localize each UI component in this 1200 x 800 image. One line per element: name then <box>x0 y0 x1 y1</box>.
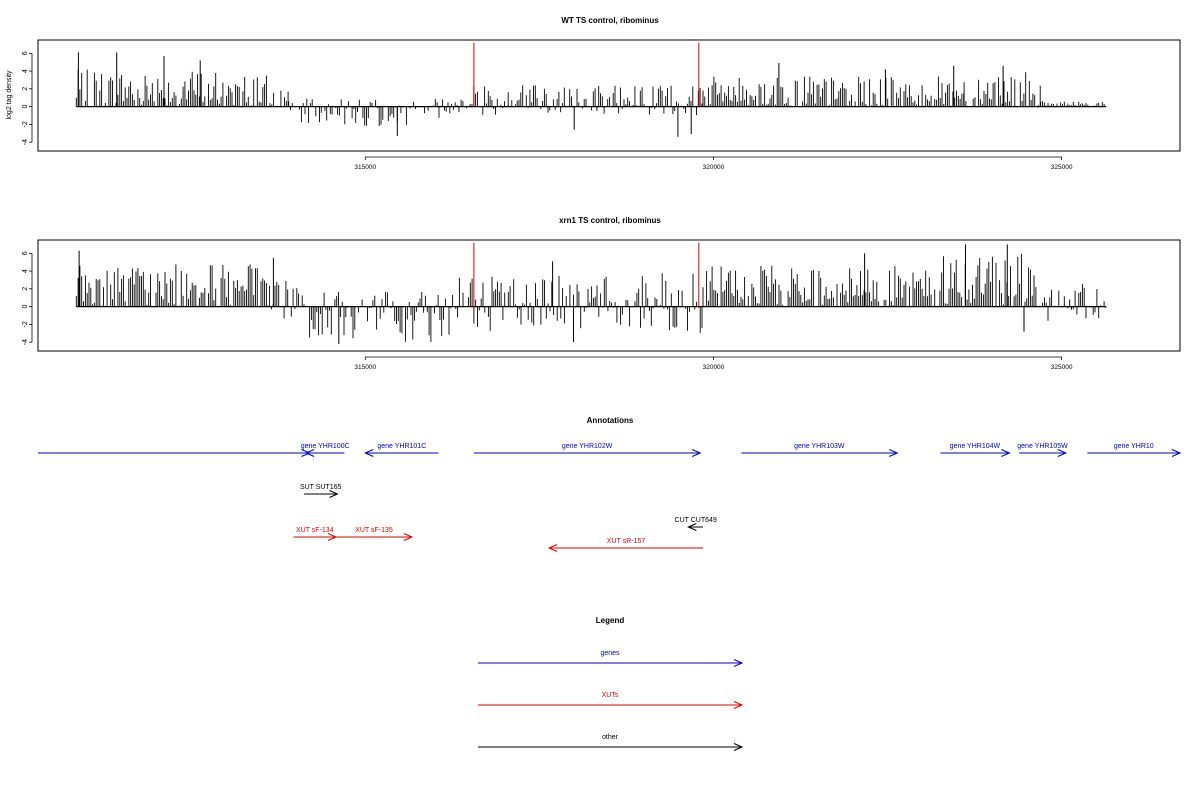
feature-arrow-arrowhead <box>547 544 558 552</box>
xrn1-panel-title: xrn1 TS control, ribominus <box>559 216 661 225</box>
feature-gene: gene YHR102W <box>473 443 702 457</box>
feature-label: gene YHR10 <box>1114 443 1154 450</box>
y-tick-label: 2 <box>22 87 29 91</box>
feature-xut: XUT sR-157 <box>547 538 704 552</box>
feature-label: gene YHR102W <box>562 443 613 450</box>
feature-arrow-arrowhead <box>403 533 414 541</box>
xrn1-marker-lines <box>473 242 700 307</box>
legend-arrow-arrowhead <box>733 701 744 709</box>
feature-gene: gene YHR103W <box>741 443 899 457</box>
feature-label: SUT SUT165 <box>300 484 342 491</box>
y-tick-label: 6 <box>22 51 29 55</box>
annotations-track: Annotations gene YHR100C gene YHR101C gene… <box>38 416 1182 552</box>
legend-item-gene: genes <box>478 650 744 667</box>
legend-item-xut: XUTs <box>478 692 744 709</box>
legend-item-other: other <box>478 734 744 751</box>
feature-arrow-arrowhead <box>304 449 315 457</box>
legend-label: XUTs <box>602 692 619 699</box>
legend-arrow-arrowhead <box>733 659 744 667</box>
y-tick-label: -2 <box>22 121 29 127</box>
y-tick-label: 6 <box>22 251 29 255</box>
legend-label: genes <box>600 650 620 657</box>
feature-other: CUT CUT649 <box>675 517 717 531</box>
legend-label: other <box>602 734 619 741</box>
feature-gene: gene YHR100C <box>301 443 350 457</box>
y-tick-label: -4 <box>22 339 29 345</box>
legend-arrow-arrowhead <box>733 743 744 751</box>
feature-arrow-arrowhead <box>889 449 899 457</box>
feature-label: XUT sR-157 <box>607 538 645 545</box>
wt-x-axis: 315000 320000 325000 <box>354 156 1073 171</box>
wt-density-panel: WT TS control, ribominus log2 tag densit… <box>6 16 1181 171</box>
x-tick-label: 315000 <box>354 164 376 171</box>
xrn1-density-panel: xrn1 TS control, ribominus 6 4 2 0 -2 -4 3150… <box>22 216 1181 371</box>
xrn1-y-axis: 6 4 2 0 -2 -4 <box>22 251 33 345</box>
feature-label: gene YHR105W <box>1017 443 1068 450</box>
feature-gene: gene YHR105W <box>1017 443 1068 457</box>
y-tick-label: 4 <box>22 269 29 273</box>
feature-arrow-arrowhead <box>1171 449 1182 457</box>
wt-plot-frame <box>37 39 1181 152</box>
y-tick-label: -4 <box>22 139 29 145</box>
feature-label: CUT CUT649 <box>675 517 717 524</box>
feature-label: gene YHR104W <box>950 443 1001 450</box>
annotations-title: Annotations <box>587 416 634 425</box>
feature-other: SUT SUT165 <box>300 484 342 498</box>
feature-arrow-arrowhead <box>1001 449 1011 457</box>
xrn1-x-axis: 315000 320000 325000 <box>354 356 1073 371</box>
feature-label: gene YHR103W <box>794 443 845 450</box>
legend: Legend genes XUTs other <box>478 616 744 751</box>
feature-label: XUT sF-135 <box>355 527 393 534</box>
x-tick-label: 325000 <box>1051 164 1073 171</box>
x-tick-label: 320000 <box>703 364 725 371</box>
feature-arrow-arrowhead <box>1057 449 1068 457</box>
feature-arrow-arrowhead <box>364 449 374 457</box>
feature-gene <box>38 449 311 457</box>
wt-bar-series <box>75 52 1107 137</box>
feature-gene: gene YHR104W <box>940 443 1011 457</box>
feature-label: gene YHR100C <box>301 443 350 450</box>
annotation-features: gene YHR100C gene YHR101C gene YHR102W gene… <box>38 443 1182 552</box>
wt-panel-title: WT TS control, ribominus <box>561 16 659 25</box>
x-tick-label: 325000 <box>1051 364 1073 371</box>
y-tick-label: 0 <box>22 305 29 309</box>
feature-arrow-arrowhead <box>687 523 697 531</box>
wt-y-axis-label: log2 tag density <box>6 70 13 120</box>
legend-items: genes XUTs other <box>478 650 744 751</box>
feature-arrow-arrowhead <box>692 449 702 457</box>
feature-gene: gene YHR101C <box>364 443 439 457</box>
y-tick-label: 4 <box>22 69 29 73</box>
x-tick-label: 320000 <box>703 164 725 171</box>
feature-label: gene YHR101C <box>377 443 426 450</box>
wt-marker-lines <box>473 42 700 107</box>
y-tick-label: 2 <box>22 287 29 291</box>
xrn1-bar-series <box>75 244 1107 344</box>
wt-y-axis: 6 4 2 0 -2 -4 <box>22 51 33 145</box>
x-tick-label: 315000 <box>354 364 376 371</box>
feature-gene: gene YHR10 <box>1087 443 1182 457</box>
feature-label: XUT sF-134 <box>296 527 334 534</box>
feature-xut: XUT sF-134 <box>293 527 338 541</box>
y-tick-label: -2 <box>22 321 29 327</box>
feature-xut: XUT sF-135 <box>336 527 414 541</box>
feature-arrow-arrowhead <box>329 490 339 498</box>
legend-title: Legend <box>596 616 625 625</box>
y-tick-label: 0 <box>22 105 29 109</box>
xrn1-plot-frame <box>37 239 1181 352</box>
